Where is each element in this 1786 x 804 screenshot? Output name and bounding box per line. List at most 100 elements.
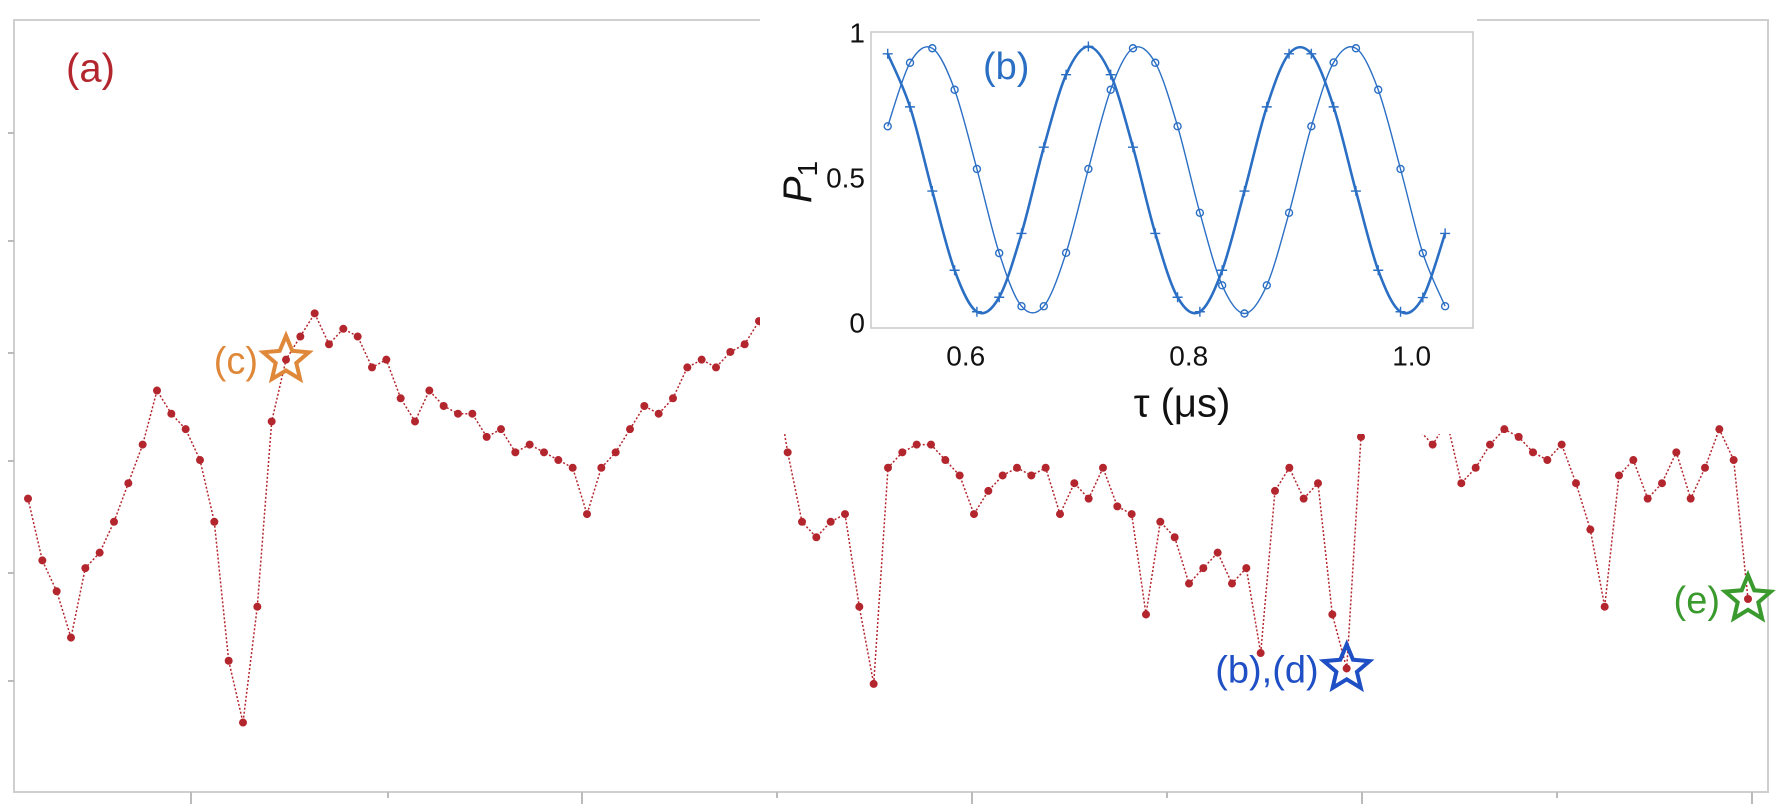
plus-marker xyxy=(927,186,938,197)
data-point xyxy=(454,409,462,418)
data-point xyxy=(683,363,692,372)
data-point xyxy=(1027,471,1036,480)
plus-marker xyxy=(1127,142,1138,153)
data-point xyxy=(1228,579,1236,588)
data-point xyxy=(912,440,921,449)
data-point xyxy=(497,425,505,434)
circle-marker xyxy=(950,85,959,94)
star-marker xyxy=(258,330,314,384)
data-point xyxy=(525,440,534,449)
data-point xyxy=(869,679,878,688)
plus-marker xyxy=(1373,265,1384,276)
data-point xyxy=(640,402,649,410)
data-point xyxy=(81,564,90,573)
data-point xyxy=(1586,525,1595,534)
plus-marker xyxy=(1038,142,1049,153)
data-point xyxy=(726,347,735,356)
plus-marker xyxy=(1105,69,1116,80)
circle-marker xyxy=(1017,302,1026,311)
data-point xyxy=(1572,479,1580,488)
plus-marker xyxy=(1306,48,1317,59)
plus-marker xyxy=(971,306,982,317)
data-point xyxy=(1744,595,1752,603)
circle-marker xyxy=(1151,58,1160,67)
data-point xyxy=(654,409,663,418)
annotation: (e) xyxy=(1674,580,1720,622)
panel-label: (a) xyxy=(66,47,115,91)
data-point xyxy=(210,517,219,526)
data-point xyxy=(1471,463,1480,472)
star-marker xyxy=(1318,639,1375,693)
circle-marker xyxy=(1240,309,1249,318)
data-point xyxy=(927,440,935,449)
data-point xyxy=(1701,463,1709,472)
plus-marker xyxy=(1328,101,1339,112)
data-point xyxy=(396,394,405,403)
data-point xyxy=(1013,463,1021,472)
circle-marker xyxy=(1262,281,1271,290)
circle-marker xyxy=(1351,44,1361,53)
data-point xyxy=(1629,456,1638,465)
data-point xyxy=(411,417,419,426)
data-point xyxy=(626,425,634,434)
plus-marker xyxy=(1172,292,1183,303)
y-axis-subscript: 1 xyxy=(792,161,823,177)
data-point xyxy=(597,463,606,472)
data-point xyxy=(1113,502,1122,511)
plus-marker xyxy=(949,265,960,276)
circle-marker xyxy=(1418,248,1428,258)
data-point xyxy=(196,456,204,465)
data-point xyxy=(296,332,305,341)
plus-marker xyxy=(1417,292,1428,303)
data-point xyxy=(740,340,749,349)
data-point xyxy=(167,409,176,418)
plus-marker xyxy=(1350,186,1361,197)
data-point xyxy=(1500,425,1509,434)
data-point xyxy=(669,394,677,403)
data-point xyxy=(1084,494,1093,503)
circle-marker xyxy=(1128,44,1138,53)
plus-marker xyxy=(1194,306,1205,317)
x-axis-label: τ (μs) xyxy=(1134,382,1231,426)
circle-marker xyxy=(1061,248,1071,258)
y-tick-label: 0 xyxy=(849,307,865,338)
circle-marker xyxy=(1374,85,1383,94)
data-point xyxy=(468,409,477,418)
x-tick-label: 1.0 xyxy=(1392,340,1431,371)
circle-marker xyxy=(1284,208,1294,217)
data-point xyxy=(998,471,1007,480)
data-point xyxy=(24,494,32,503)
annotation: (b),(d) xyxy=(1215,650,1318,692)
circle-marker xyxy=(883,122,892,131)
data-point xyxy=(138,440,147,449)
circle-marker xyxy=(1329,58,1338,67)
data-point xyxy=(95,548,104,557)
y-tick-label: 0.5 xyxy=(826,162,865,193)
data-point xyxy=(697,355,706,364)
data-point xyxy=(267,417,276,426)
data-point xyxy=(52,587,61,596)
plus-marker xyxy=(882,48,893,59)
plus-marker xyxy=(1083,41,1094,52)
y-axis-label: P1 xyxy=(776,161,824,203)
data-point xyxy=(482,432,491,441)
data-point xyxy=(239,718,247,727)
data-point xyxy=(1314,479,1322,488)
data-point xyxy=(1428,440,1437,449)
data-point xyxy=(1328,610,1337,619)
data-point xyxy=(984,486,993,495)
data-point xyxy=(1357,432,1365,441)
data-point xyxy=(1615,471,1623,480)
y-axis-symbol: P xyxy=(776,176,820,203)
circle-marker xyxy=(1307,122,1316,131)
data-point xyxy=(1099,463,1107,472)
data-point xyxy=(826,517,835,526)
data-point xyxy=(611,448,620,457)
plus-marker xyxy=(1284,48,1295,59)
data-point xyxy=(1543,456,1552,465)
data-point xyxy=(353,332,362,341)
data-point xyxy=(1170,533,1179,542)
data-point xyxy=(1643,494,1652,503)
plus-marker xyxy=(1440,228,1451,239)
